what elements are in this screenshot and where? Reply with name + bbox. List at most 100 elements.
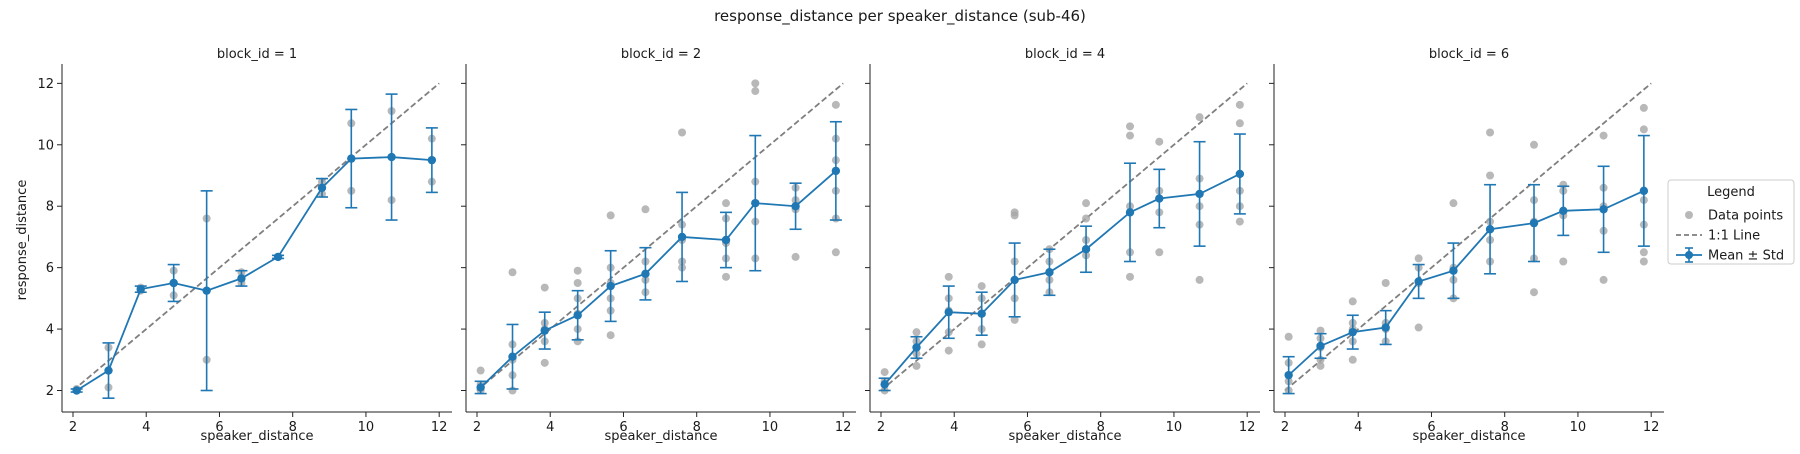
data-point <box>1449 199 1458 208</box>
x-tick-label: 10 <box>358 420 375 435</box>
data-point <box>476 366 485 375</box>
mean-point <box>1045 268 1054 277</box>
x-axis-label: speaker_distance <box>1009 429 1122 444</box>
chart-title: response_distance per speaker_distance (… <box>714 7 1086 26</box>
data-point <box>1486 171 1495 180</box>
mean-point <box>169 278 178 288</box>
x-tick-label: 6 <box>1427 420 1435 435</box>
data-point <box>1082 199 1091 208</box>
mean-point <box>1081 245 1091 254</box>
mean-point <box>677 232 687 242</box>
panel-1: block_id = 1 2 4 6 8 10 12 2 4 6 8 10 12 speaker_dist… <box>15 47 452 444</box>
mean-point <box>721 235 731 245</box>
data-point <box>831 100 840 109</box>
mean-point <box>1529 218 1539 228</box>
data-point <box>1235 100 1244 109</box>
data-point <box>1126 131 1134 140</box>
x-tick-label: 6 <box>215 420 223 435</box>
data-point <box>1639 125 1648 134</box>
mean-point <box>1316 341 1325 351</box>
data-point <box>944 272 953 281</box>
data-point <box>791 252 800 261</box>
legend-entry-label: Data points <box>1708 209 1783 224</box>
x-tick-label: 10 <box>762 420 779 435</box>
data-point <box>1348 297 1357 306</box>
mean-point <box>977 309 986 318</box>
data-point <box>606 331 615 340</box>
data-point <box>1559 257 1568 266</box>
mean-line <box>1288 190 1645 376</box>
x-tick-label: 8 <box>693 420 701 435</box>
mean-point <box>1381 323 1390 332</box>
mean-point <box>831 166 841 176</box>
mean-point <box>237 274 246 283</box>
y-tick-label: 2 <box>46 384 54 399</box>
data-point <box>1010 315 1019 324</box>
identity-line <box>1284 82 1652 392</box>
y-axis-label: response_distance <box>15 180 30 301</box>
data-point <box>880 368 889 377</box>
panel-2: block_id = 2 2 4 6 8 10 12 speaker_distance <box>461 47 856 444</box>
mean-point <box>1414 277 1423 286</box>
mean-point <box>1485 225 1495 234</box>
y-tick-label: 12 <box>37 77 54 92</box>
data-point <box>1639 248 1648 257</box>
mean-point <box>1639 186 1649 196</box>
x-tick-label: 8 <box>1501 420 1509 435</box>
x-tick-label: 12 <box>835 420 852 435</box>
data-point <box>1530 140 1538 149</box>
data-point <box>1599 275 1608 284</box>
mean-point <box>104 366 113 375</box>
mean-point <box>387 152 396 162</box>
data-point <box>678 128 687 137</box>
data-point <box>1639 103 1648 112</box>
legend-points-marker <box>1685 211 1693 219</box>
data-point <box>1316 326 1325 335</box>
x-axis-label: speaker_distance <box>201 429 314 444</box>
legend-frame <box>1667 179 1795 265</box>
identity-line <box>880 82 1248 392</box>
data-point <box>912 361 921 370</box>
mean-point <box>1284 370 1293 380</box>
data-point <box>1195 113 1204 122</box>
mean-point <box>880 380 889 389</box>
data-point <box>751 87 760 96</box>
mean-point <box>641 269 650 278</box>
data-point <box>1010 208 1019 217</box>
x-tick-label: 6 <box>619 420 627 435</box>
data-point <box>641 205 650 214</box>
mean-point <box>273 252 283 262</box>
x-axis-label: speaker_distance <box>1413 429 1526 444</box>
data-point <box>1126 122 1134 131</box>
data-point <box>1530 288 1538 297</box>
mean-point <box>1010 275 1019 285</box>
y-tick-label: 6 <box>46 261 54 276</box>
data-point <box>944 346 953 355</box>
mean-point <box>573 311 582 320</box>
mean-point <box>508 352 517 361</box>
legend-mean-marker <box>1685 251 1693 259</box>
x-tick-label: 2 <box>473 420 481 435</box>
mean-point <box>347 154 356 163</box>
data-point <box>606 211 615 220</box>
mean-point <box>1449 266 1458 275</box>
y-tick-label: 4 <box>46 323 54 338</box>
mean-point <box>1235 169 1245 179</box>
data-point <box>1235 119 1244 128</box>
data-point <box>722 199 730 208</box>
panel-title: block_id = 4 <box>1025 47 1105 62</box>
y-tick-label: 10 <box>37 138 54 153</box>
legend-title: Legend <box>1707 185 1755 200</box>
mean-point <box>427 155 437 165</box>
x-tick-label: 4 <box>950 420 958 435</box>
mean-line <box>76 156 432 392</box>
panel-3: block_id = 4 2 4 6 8 10 12 speaker_distance <box>865 47 1260 444</box>
x-tick-label: 10 <box>1570 420 1587 435</box>
data-point <box>977 340 986 349</box>
x-tick-label: 8 <box>289 420 297 435</box>
data-point <box>1348 355 1357 364</box>
panel-title: block_id = 1 <box>217 47 297 62</box>
panels-layer: block_id = 1 2 4 6 8 10 12 2 4 6 8 10 12 speaker_dist… <box>15 47 1664 444</box>
